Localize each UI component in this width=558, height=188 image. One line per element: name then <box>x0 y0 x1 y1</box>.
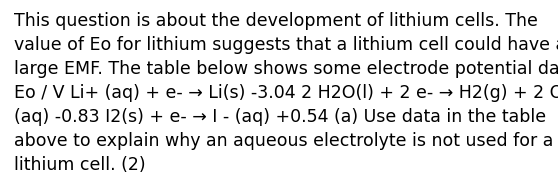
Text: This question is about the development of lithium cells. The: This question is about the development o… <box>14 12 538 30</box>
Text: lithium cell. (2): lithium cell. (2) <box>14 156 146 174</box>
Text: (aq) -0.83 I2(s) + e- → I - (aq) +0.54 (a) Use data in the table: (aq) -0.83 I2(s) + e- → I - (aq) +0.54 (… <box>14 108 546 126</box>
Text: value of Eo for lithium suggests that a lithium cell could have a: value of Eo for lithium suggests that a … <box>14 36 558 54</box>
Text: above to explain why an aqueous electrolyte is not used for a: above to explain why an aqueous electrol… <box>14 132 554 150</box>
Text: Eo / V Li+ (aq) + e- → Li(s) -3.04 2 H2O(l) + 2 e- → H2(g) + 2 OH-: Eo / V Li+ (aq) + e- → Li(s) -3.04 2 H2O… <box>14 84 558 102</box>
Text: large EMF. The table below shows some electrode potential data.: large EMF. The table below shows some el… <box>14 60 558 78</box>
